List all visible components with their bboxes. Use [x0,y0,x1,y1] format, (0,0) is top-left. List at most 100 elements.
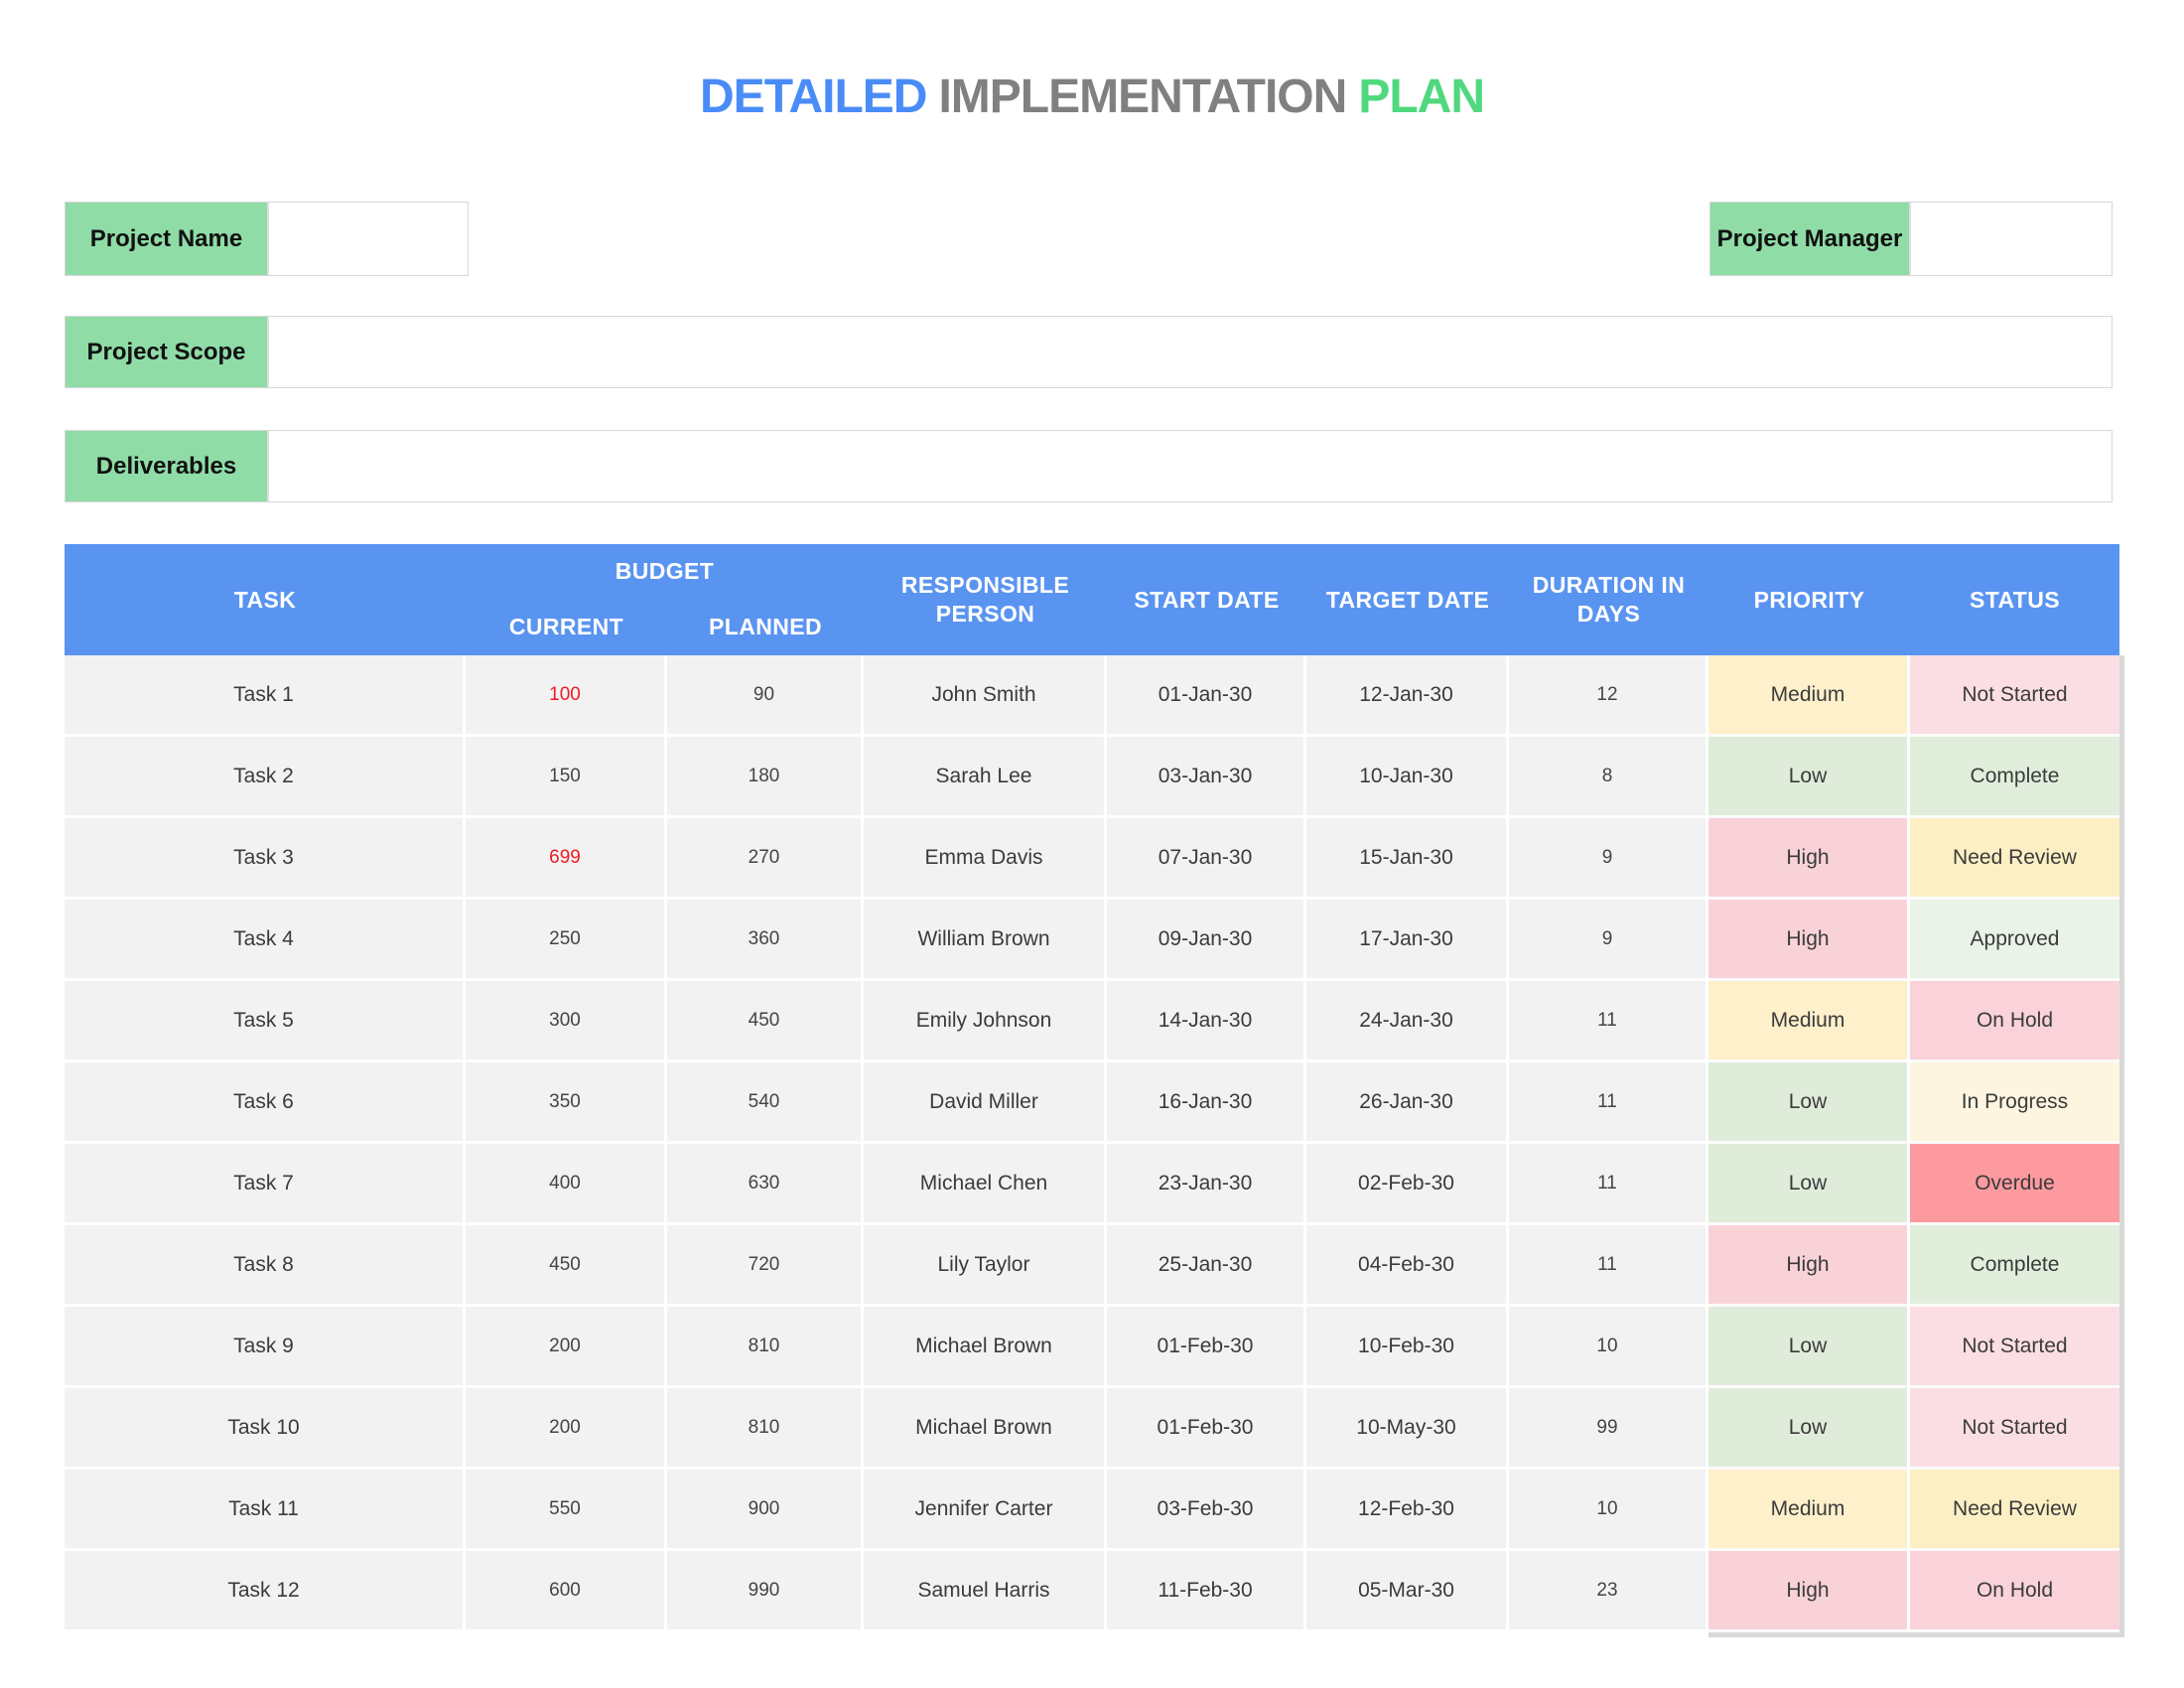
cell-status[interactable]: On Hold [1910,1551,2119,1632]
cell-target-date[interactable]: 12-Feb-30 [1306,1470,1509,1551]
cell-priority[interactable]: Medium [1708,981,1910,1062]
cell-budget-planned[interactable]: 810 [667,1307,864,1388]
cell-person[interactable]: John Smith [864,655,1107,737]
cell-budget-planned[interactable]: 990 [667,1551,864,1632]
cell-start-date[interactable]: 25-Jan-30 [1107,1225,1306,1307]
cell-priority[interactable]: Low [1708,1062,1910,1144]
cell-task[interactable]: Task 6 [65,1062,466,1144]
cell-priority[interactable]: Low [1708,737,1910,818]
cell-start-date[interactable]: 23-Jan-30 [1107,1144,1306,1225]
cell-budget-current[interactable]: 550 [466,1470,667,1551]
cell-person[interactable]: Michael Chen [864,1144,1107,1225]
cell-priority[interactable]: Medium [1708,1470,1910,1551]
cell-duration[interactable]: 11 [1509,981,1708,1062]
cell-target-date[interactable]: 05-Mar-30 [1306,1551,1509,1632]
cell-priority[interactable]: High [1708,900,1910,981]
cell-person[interactable]: Emily Johnson [864,981,1107,1062]
cell-start-date[interactable]: 11-Feb-30 [1107,1551,1306,1632]
cell-budget-planned[interactable]: 270 [667,818,864,900]
cell-duration[interactable]: 9 [1509,818,1708,900]
cell-task[interactable]: Task 4 [65,900,466,981]
cell-budget-current[interactable]: 350 [466,1062,667,1144]
cell-task[interactable]: Task 11 [65,1470,466,1551]
deliverables-input[interactable] [267,431,2112,501]
cell-person[interactable]: William Brown [864,900,1107,981]
cell-status[interactable]: Not Started [1910,1388,2119,1470]
cell-status[interactable]: Not Started [1910,1307,2119,1388]
cell-priority[interactable]: High [1708,1225,1910,1307]
cell-budget-current[interactable]: 150 [466,737,667,818]
cell-budget-current[interactable]: 200 [466,1307,667,1388]
cell-task[interactable]: Task 12 [65,1551,466,1632]
cell-target-date[interactable]: 10-May-30 [1306,1388,1509,1470]
cell-start-date[interactable]: 14-Jan-30 [1107,981,1306,1062]
cell-target-date[interactable]: 04-Feb-30 [1306,1225,1509,1307]
cell-start-date[interactable]: 09-Jan-30 [1107,900,1306,981]
cell-person[interactable]: Jennifer Carter [864,1470,1107,1551]
cell-budget-current[interactable]: 100 [466,655,667,737]
cell-budget-current[interactable]: 200 [466,1388,667,1470]
cell-task[interactable]: Task 7 [65,1144,466,1225]
cell-budget-planned[interactable]: 540 [667,1062,864,1144]
project-name-input[interactable] [267,203,468,275]
cell-person[interactable]: Michael Brown [864,1307,1107,1388]
cell-budget-current[interactable]: 300 [466,981,667,1062]
cell-duration[interactable]: 23 [1509,1551,1708,1632]
cell-target-date[interactable]: 10-Feb-30 [1306,1307,1509,1388]
cell-target-date[interactable]: 15-Jan-30 [1306,818,1509,900]
cell-priority[interactable]: Low [1708,1144,1910,1225]
project-manager-input[interactable] [1909,203,2112,275]
cell-budget-planned[interactable]: 360 [667,900,864,981]
cell-budget-current[interactable]: 250 [466,900,667,981]
cell-duration[interactable]: 99 [1509,1388,1708,1470]
cell-budget-current[interactable]: 699 [466,818,667,900]
cell-duration[interactable]: 11 [1509,1225,1708,1307]
cell-task[interactable]: Task 9 [65,1307,466,1388]
cell-budget-planned[interactable]: 720 [667,1225,864,1307]
cell-priority[interactable]: High [1708,818,1910,900]
project-scope-input[interactable] [267,317,2112,387]
cell-person[interactable]: Michael Brown [864,1388,1107,1470]
cell-target-date[interactable]: 24-Jan-30 [1306,981,1509,1062]
cell-duration[interactable]: 8 [1509,737,1708,818]
cell-task[interactable]: Task 8 [65,1225,466,1307]
cell-duration[interactable]: 11 [1509,1144,1708,1225]
cell-target-date[interactable]: 17-Jan-30 [1306,900,1509,981]
cell-status[interactable]: Complete [1910,1225,2119,1307]
cell-task[interactable]: Task 1 [65,655,466,737]
cell-start-date[interactable]: 01-Jan-30 [1107,655,1306,737]
cell-status[interactable]: Need Review [1910,1470,2119,1551]
cell-target-date[interactable]: 10-Jan-30 [1306,737,1509,818]
cell-start-date[interactable]: 01-Feb-30 [1107,1388,1306,1470]
cell-task[interactable]: Task 3 [65,818,466,900]
cell-target-date[interactable]: 12-Jan-30 [1306,655,1509,737]
cell-target-date[interactable]: 26-Jan-30 [1306,1062,1509,1144]
cell-duration[interactable]: 10 [1509,1307,1708,1388]
cell-duration[interactable]: 9 [1509,900,1708,981]
cell-budget-planned[interactable]: 450 [667,981,864,1062]
cell-budget-planned[interactable]: 810 [667,1388,864,1470]
cell-task[interactable]: Task 2 [65,737,466,818]
cell-status[interactable]: On Hold [1910,981,2119,1062]
cell-person[interactable]: Sarah Lee [864,737,1107,818]
cell-duration[interactable]: 12 [1509,655,1708,737]
cell-start-date[interactable]: 03-Feb-30 [1107,1470,1306,1551]
cell-person[interactable]: Lily Taylor [864,1225,1107,1307]
cell-budget-planned[interactable]: 630 [667,1144,864,1225]
cell-start-date[interactable]: 03-Jan-30 [1107,737,1306,818]
cell-budget-current[interactable]: 600 [466,1551,667,1632]
cell-start-date[interactable]: 07-Jan-30 [1107,818,1306,900]
cell-person[interactable]: Emma Davis [864,818,1107,900]
cell-status[interactable]: In Progress [1910,1062,2119,1144]
cell-budget-current[interactable]: 400 [466,1144,667,1225]
cell-status[interactable]: Overdue [1910,1144,2119,1225]
cell-target-date[interactable]: 02-Feb-30 [1306,1144,1509,1225]
cell-priority[interactable]: High [1708,1551,1910,1632]
cell-duration[interactable]: 10 [1509,1470,1708,1551]
cell-priority[interactable]: Low [1708,1388,1910,1470]
cell-priority[interactable]: Low [1708,1307,1910,1388]
cell-budget-current[interactable]: 450 [466,1225,667,1307]
cell-budget-planned[interactable]: 180 [667,737,864,818]
cell-start-date[interactable]: 16-Jan-30 [1107,1062,1306,1144]
cell-person[interactable]: Samuel Harris [864,1551,1107,1632]
